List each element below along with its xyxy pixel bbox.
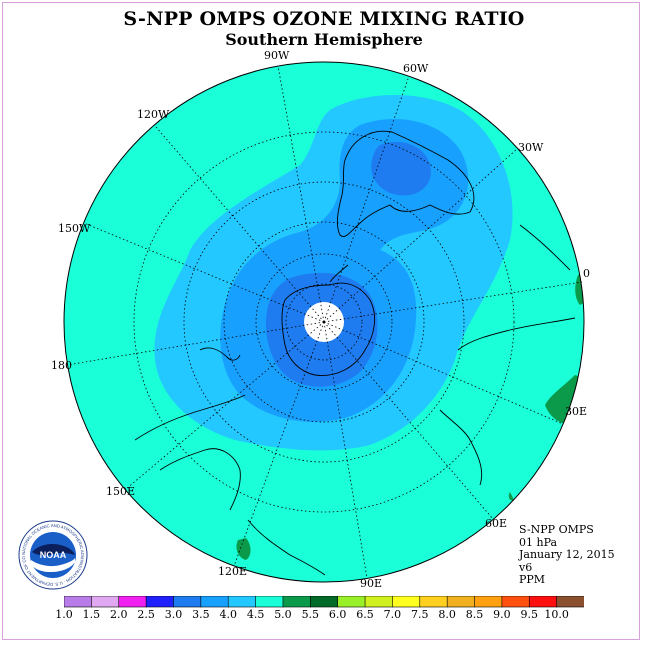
colorbar-tick-label: 7.0 — [383, 608, 402, 621]
colorbar-tick-label: 6.0 — [328, 608, 347, 621]
map-outline — [63, 61, 585, 583]
colorbar-swatch — [474, 596, 503, 608]
colorbar-tick-label: 5.5 — [301, 608, 320, 621]
colorbar-swatch — [282, 596, 311, 608]
colorbar-swatch — [310, 596, 339, 608]
colorbar-tick-label: 2.0 — [109, 608, 128, 621]
info-level: 01 hPa — [519, 535, 558, 549]
lon-label-0: 0 — [583, 267, 590, 280]
lon-label-30e: 30E — [565, 405, 588, 418]
info-units: PPM — [519, 573, 546, 586]
colorbar-swatch — [145, 596, 175, 608]
colorbar-tick-label: 7.5 — [411, 608, 429, 621]
colorbar-swatch — [446, 596, 476, 608]
lon-label-90w: 90W — [264, 49, 290, 62]
colorbar-tick-label: 4.5 — [246, 608, 265, 621]
contour-3.0-3.5 — [371, 141, 431, 196]
colorbar-swatch — [227, 596, 257, 608]
colorbar-tick-label: 9.0 — [493, 608, 511, 621]
colorbar-swatch — [255, 596, 284, 608]
lon-label-60e: 60E — [485, 517, 508, 530]
lon-label-120e: 120E — [218, 565, 248, 578]
colorbar-swatch — [528, 596, 558, 608]
colorbar-tick-label: 1.0 — [55, 608, 73, 621]
lon-label-180: 180 — [51, 359, 72, 372]
lon-label-90e: 90E — [360, 577, 383, 590]
colorbar-tick-label: 2.5 — [137, 608, 155, 621]
colorbar-tick-label: 8.0 — [438, 608, 456, 621]
noaa-logo: NOAA NATIONAL OCEANIC AND ATMOSPHERIC AD… — [18, 520, 88, 590]
colorbar-tick-label: 8.5 — [465, 608, 484, 621]
coastlines — [134, 130, 576, 576]
figure-title: S-NPP OMPS OZONE MIXING RATIO — [123, 8, 525, 30]
info-date: January 12, 2015 — [519, 548, 615, 561]
lon-label-120w: 120W — [137, 108, 170, 121]
colorbar-swatch — [501, 596, 530, 608]
colorbar-swatch — [64, 596, 92, 608]
colorbar-tick-label: 1.5 — [82, 608, 101, 621]
lon-label-150w: 150W — [58, 222, 91, 235]
colorbar-tick-label: 5.0 — [274, 608, 292, 621]
colorbar-swatch — [118, 596, 147, 608]
contour-5.5-6.0-c — [236, 538, 251, 560]
contour-5.5-6.0-d — [508, 492, 514, 501]
colorbar-swatch — [419, 596, 448, 608]
colorbar-swatch — [556, 596, 584, 608]
info-version: v6 — [519, 560, 533, 574]
colorbar — [64, 596, 584, 608]
graticule — [66, 65, 583, 579]
info-block: S-NPP OMPS 01 hPa January 12, 2015 v6 PP… — [519, 523, 615, 587]
info-instrument: S-NPP OMPS — [519, 523, 594, 536]
colorbar-tick-label: 9.5 — [520, 608, 539, 621]
lon-label-60w: 60W — [403, 62, 429, 75]
lon-label-150e: 150E — [106, 485, 136, 498]
colorbar-swatch — [337, 596, 366, 608]
colorbar-tick-label: 6.5 — [356, 608, 374, 621]
colorbar-tick-label: 3.0 — [164, 608, 183, 621]
colorbar-swatch — [200, 596, 229, 608]
figure-subtitle: Southern Hemisphere — [225, 30, 423, 49]
colorbar-tick-label: 4.0 — [219, 608, 237, 621]
colorbar-swatch — [173, 596, 202, 608]
colorbar-tick-label: 10.0 — [544, 608, 569, 621]
colorbar-swatch — [364, 596, 394, 608]
colorbar-tick-label: 3.5 — [192, 608, 210, 621]
colorbar-swatch — [91, 596, 120, 608]
noaa-logo-wordmark: NOAA — [40, 550, 67, 560]
figure-border — [2, 2, 640, 640]
lon-label-30w: 30W — [518, 141, 544, 154]
colorbar-swatch — [392, 596, 421, 608]
